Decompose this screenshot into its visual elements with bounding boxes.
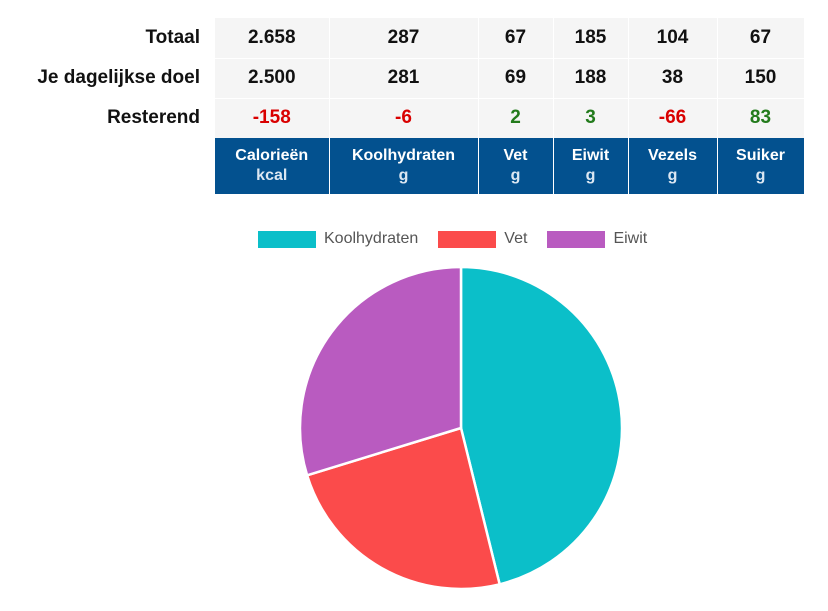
cell-doel-koolhydraten: 281: [329, 58, 479, 99]
legend-label: Koolhydraten: [324, 230, 419, 247]
column-header-vezels: Vezels g: [628, 138, 718, 194]
cell-resterend-suiker: 83: [717, 98, 805, 138]
column-header-koolhydraten: Koolhydraten g: [329, 138, 479, 194]
cell-resterend-vet: 2: [478, 98, 554, 138]
row-label-totaal: Totaal: [0, 18, 215, 58]
legend-swatch: [438, 230, 497, 248]
column-header-calorieen: Calorieën kcal: [215, 138, 330, 194]
pie-slice-vet[interactable]: [305, 426, 502, 591]
cell-totaal-suiker: 67: [717, 18, 805, 59]
column-unit: g: [585, 167, 596, 184]
column-unit: g: [398, 167, 409, 184]
cell-resterend-eiwit: 3: [553, 98, 629, 138]
row-label-dagelijkse-doel: Je dagelijkse doel: [0, 58, 215, 98]
table-row: Totaal 2.658 287 67 185 104 67: [0, 18, 805, 59]
cell-doel-eiwit: 188: [553, 58, 629, 99]
legend-item-eiwit[interactable]: Eiwit: [547, 230, 647, 248]
column-header-vet: Vet g: [478, 138, 554, 194]
legend-item-koolhydraten[interactable]: Koolhydraten: [258, 230, 418, 248]
cell-totaal-koolhydraten: 287: [329, 18, 479, 59]
cell-doel-vezels: 38: [628, 58, 718, 99]
table-row: Resterend -158 -6 2 3 -66 83: [0, 98, 805, 138]
cell-totaal-eiwit: 185: [553, 18, 629, 59]
column-unit: g: [667, 167, 678, 184]
pie-slice-eiwit[interactable]: [298, 265, 463, 477]
column-unit: g: [510, 167, 521, 184]
cell-doel-suiker: 150: [717, 58, 805, 99]
legend-item-vet[interactable]: Vet: [438, 230, 527, 248]
legend-swatch: [258, 230, 316, 248]
cell-totaal-vezels: 104: [628, 18, 718, 59]
legend-label: Vet: [504, 230, 528, 247]
cell-doel-vet: 69: [478, 58, 554, 99]
column-header-suiker: Suiker g: [717, 138, 805, 194]
chart-legend: Koolhydraten Vet Eiwit: [258, 230, 667, 248]
column-name: Eiwit: [571, 147, 610, 164]
column-name: Koolhydraten: [351, 147, 456, 164]
cell-doel-calorieen: 2.500: [215, 58, 330, 99]
nutrition-summary-table: Totaal 2.658 287 67 185 104 67 Je dageli…: [0, 18, 805, 194]
header-spacer: [0, 138, 215, 194]
column-name: Suiker: [736, 147, 785, 164]
column-header-eiwit: Eiwit g: [553, 138, 629, 194]
column-name: Calorieën: [235, 147, 309, 164]
legend-swatch: [547, 230, 606, 248]
cell-totaal-calorieen: 2.658: [215, 18, 330, 59]
table-row: Je dagelijkse doel 2.500 281 69 188 38 1…: [0, 58, 805, 99]
pie-slice-koolhydraten[interactable]: [459, 265, 624, 586]
cell-resterend-calorieen: -158: [215, 98, 330, 138]
column-name: Vezels: [648, 147, 697, 164]
legend-label: Eiwit: [613, 230, 648, 247]
cell-resterend-vezels: -66: [628, 98, 718, 138]
row-label-resterend: Resterend: [0, 98, 215, 138]
column-name: Vet: [503, 147, 528, 164]
column-unit: kcal: [256, 167, 288, 184]
column-header-row: Calorieën kcal Koolhydraten g Vet g Eiwi…: [0, 138, 805, 194]
cell-resterend-koolhydraten: -6: [329, 98, 479, 138]
column-unit: g: [755, 167, 766, 184]
cell-totaal-vet: 67: [478, 18, 554, 59]
